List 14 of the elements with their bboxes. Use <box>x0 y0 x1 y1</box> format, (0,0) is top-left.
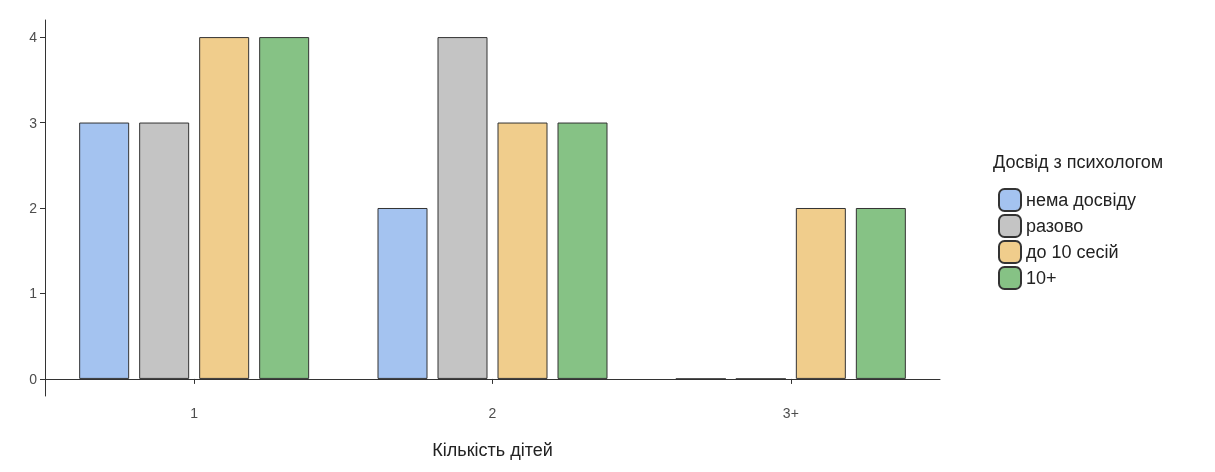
y-tick-label: 4 <box>29 29 38 46</box>
y-tick-label: 3 <box>29 114 38 131</box>
x-axis-title: Кількість дітей <box>432 440 553 460</box>
legend-label: до 10 сесій <box>1026 242 1119 262</box>
legend-label: нема досвіду <box>1026 190 1136 210</box>
legend-title: Досвід з психологом <box>993 152 1164 172</box>
x-tick-label: 3+ <box>782 405 799 421</box>
x-tick-label: 1 <box>190 405 199 421</box>
y-tick-label: 2 <box>29 200 38 216</box>
legend-label: 10+ <box>1026 268 1057 288</box>
legend-label: разово <box>1026 216 1084 236</box>
y-tick-label: 1 <box>29 285 38 302</box>
y-tick-label: 0 <box>29 370 38 387</box>
x-tick-label: 2 <box>488 405 497 421</box>
